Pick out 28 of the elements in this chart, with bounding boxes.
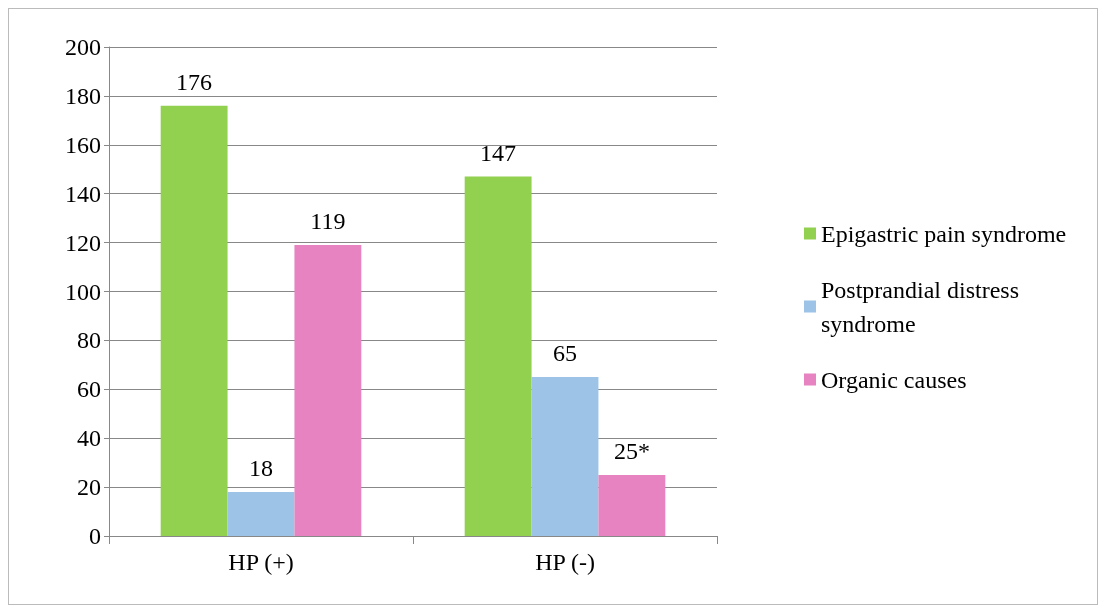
- y-tick-label: 180: [65, 82, 101, 109]
- y-tick-label: 120: [65, 229, 101, 256]
- data-label: 65: [553, 340, 577, 367]
- data-label: 119: [310, 208, 346, 235]
- y-tick-label: 80: [77, 327, 101, 354]
- legend-label: Epigastric pain syndrome: [821, 220, 1067, 247]
- y-tick-label: 60: [77, 376, 101, 403]
- x-tick-label: HP (-): [535, 549, 595, 575]
- data-label: 25*: [613, 437, 650, 464]
- y-tick-label: 20: [77, 474, 101, 501]
- y-tick-label: 140: [65, 180, 101, 207]
- bar: [227, 491, 295, 536]
- y-tick-label: 0: [89, 523, 101, 549]
- y-tick-label: 40: [77, 425, 101, 452]
- bar: [531, 377, 599, 536]
- bar: [294, 245, 362, 536]
- y-tick-label: 200: [65, 34, 101, 60]
- data-label: 176: [176, 68, 213, 95]
- legend-label: Postprandial distress syndrome: [821, 276, 1025, 337]
- y-tick-label: 100: [65, 278, 101, 305]
- data-label: 147: [480, 139, 517, 166]
- y-tick-label: 160: [65, 131, 101, 158]
- bar: [598, 474, 666, 536]
- bar: [160, 105, 228, 536]
- bar: [464, 176, 532, 536]
- legend-label: Organic causes: [821, 366, 967, 393]
- data-label: 18: [249, 454, 273, 481]
- x-tick-label: HP (+): [228, 549, 294, 575]
